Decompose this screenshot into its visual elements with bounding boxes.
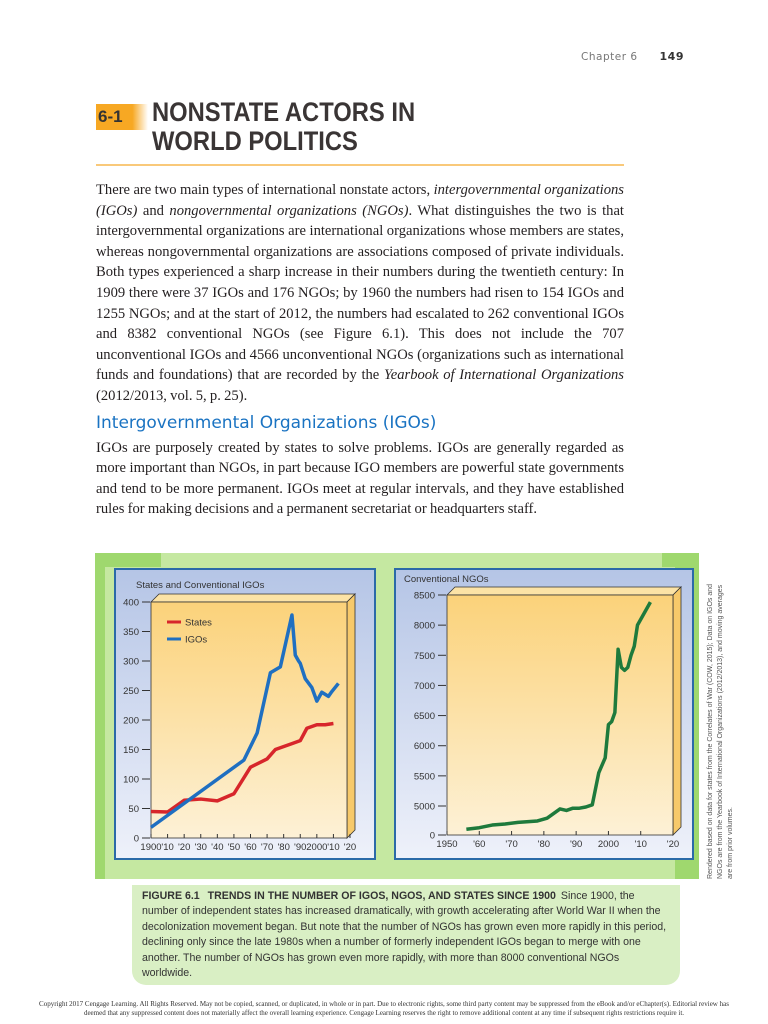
x-tick-label: '10 [635,839,647,850]
running-head: Chapter 6 149 [581,50,684,63]
plot-side-face [346,592,356,839]
text-run: . What distinguishes the two is that int… [96,202,624,384]
legend-label: IGOs [185,634,207,645]
ngos-chart: Conventional NGOs 1950 '60 '70 '80 '90 2000 '10… [404,574,682,850]
x-tick-label: '50 [228,842,240,853]
section-title: NONSTATE ACTORS IN WORLD POLITICS [152,98,415,156]
x-tick-label: '10 [161,842,173,853]
italic-term: Yearbook of International Organizations [383,367,624,384]
title-line-1: NONSTATE ACTORS IN [152,97,416,127]
title-rule [96,164,624,166]
x-tick-label: '80 [538,839,550,850]
x-tick-label: 2000 [598,839,619,850]
title-line-2: WORLD POLITICS [152,126,358,156]
x-tick-label: '60 [244,842,256,853]
x-tick-label: '10 [327,842,339,853]
y-tick-label: 0 [134,833,139,844]
y-tick-label: 8000 [414,621,435,632]
chart-title: States and Conventional IGOs [136,580,265,591]
caption-label: FIGURE 6.1 [142,889,200,902]
y-tick-label: 7000 [414,681,435,692]
plot-area [446,594,674,836]
source-note: Rendered based on data for states from t… [707,583,734,879]
y-tick-label: 300 [123,656,139,667]
y-tick-label: 5500 [414,771,435,782]
body-column: There are two main types of internationa… [95,180,734,986]
figure-6-1: States and Conventional IGOs 1900'10'20'3… [95,552,734,986]
caption-title: TRENDS IN THE NUMBER OF IGOS, NGOS, AND … [207,889,556,902]
y-tick-label: 6500 [414,711,435,722]
x-tick-label: '70 [261,842,273,853]
y-tick-label: 350 [123,627,139,638]
text-run: There are two main types of internationa… [96,182,434,198]
figure-caption: FIGURE 6.1 TRENDS IN THE NUMBER OF IGOS,… [132,884,680,986]
x-tick-label: '60 [473,839,485,850]
states-igos-chart: States and Conventional IGOs1900'10'20'3… [123,580,356,853]
y-tick-label: 8500 [414,590,435,601]
y-tick-label: 200 [123,715,139,726]
intro-paragraph: There are two main types of internationa… [96,180,624,407]
y-tick-label: 400 [123,597,139,608]
italic-term: nongovernmental organizations (NGOs) [169,202,409,219]
igo-paragraph: IGOs are purposely created by states to … [96,439,624,518]
copyright-notice: Copyright 2017 Cengage Learning. All Rig… [39,1000,729,1017]
plot-top-face [446,586,682,596]
legend-label: States [185,617,212,628]
x-tick-label: '80 [277,842,289,853]
y-tick-label: 150 [123,745,139,756]
x-tick-label: '20 [178,842,190,853]
x-tick-label: 2000 [306,842,327,853]
text-run: and [137,202,170,219]
x-tick-label: '90 [570,839,582,850]
section-number: 6-1 [96,104,148,130]
chart-title: Conventional NGOs [404,574,489,585]
x-tick-label: 1900 [140,842,161,853]
y-tick-label: 6000 [414,741,435,752]
plot-top-face [150,593,356,603]
page-number: 149 [659,50,684,63]
caption-text: Since 1900, the number of independent st… [142,889,667,979]
x-tick-label: '90 [294,842,306,853]
y-tick-label: 50 [128,804,139,815]
y-tick-label: 0 [430,830,435,841]
y-tick-label: 250 [123,686,139,697]
x-tick-label: '70 [505,839,517,850]
frame-top-band [161,552,663,569]
y-tick-label: 5000 [414,801,435,812]
subheading: Intergovernmental Organizations (IGOs) [96,412,437,433]
chapter-label: Chapter 6 [581,51,638,63]
plot-side-face [672,585,682,836]
x-tick-label: 1950 [436,839,457,850]
y-tick-label: 7500 [414,651,435,662]
x-tick-label: '30 [195,842,207,853]
x-tick-label: '20 [667,839,679,850]
y-tick-label: 100 [123,774,139,785]
series-line-ngos [466,601,652,831]
text-run: (2012/2013, vol. 5, p. 25). [96,387,248,404]
x-tick-label: '20 [344,842,356,853]
series-line-igos [149,613,340,829]
x-tick-label: '40 [211,842,223,853]
italic-term: intergovernmental organizations (IGOs) [96,182,624,219]
